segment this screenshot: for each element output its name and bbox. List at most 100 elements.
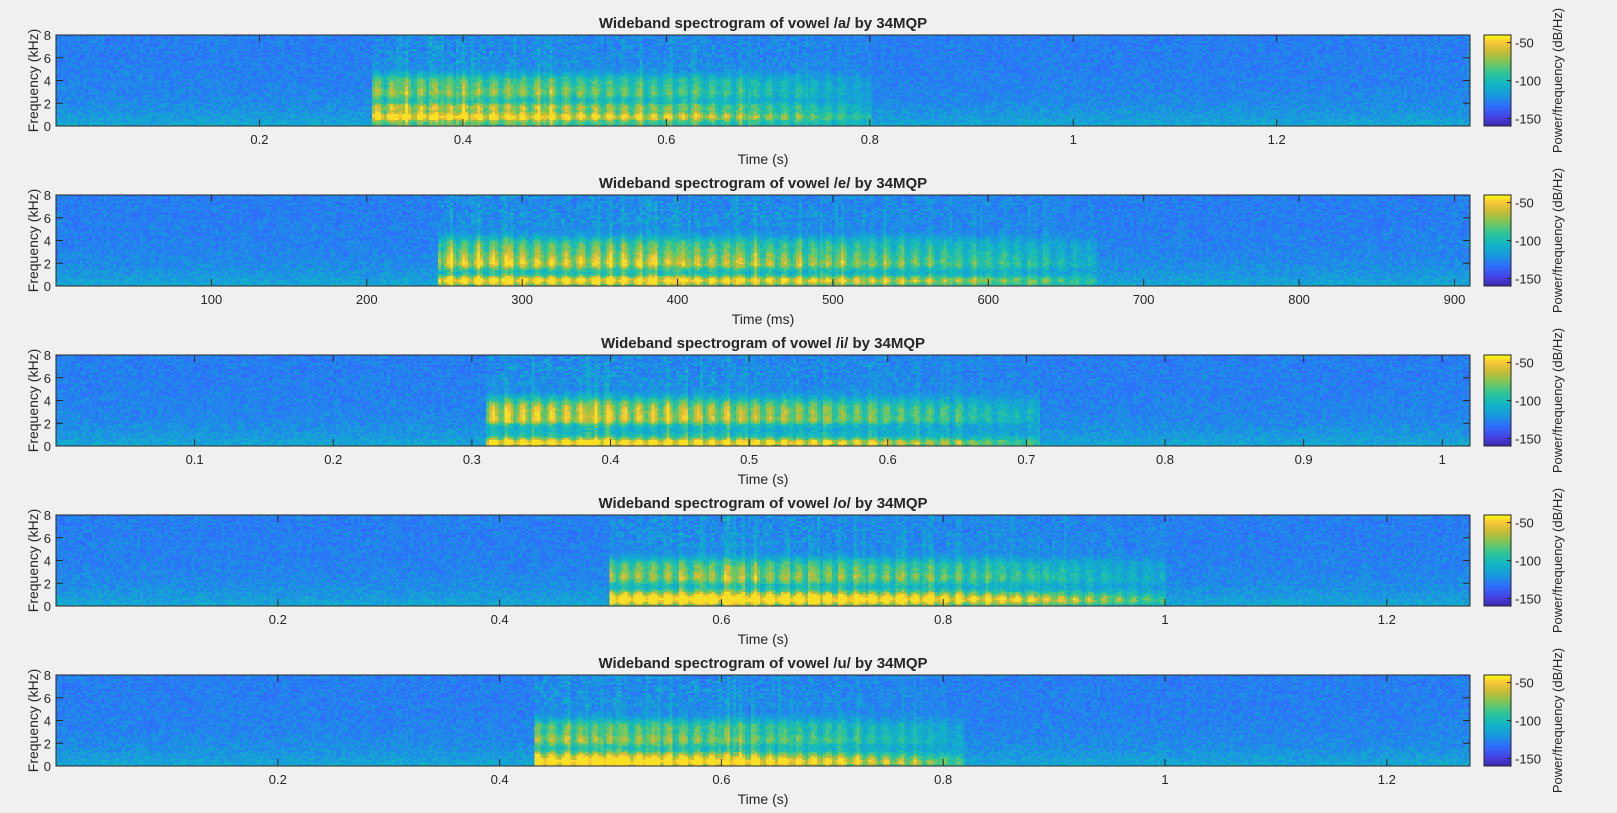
x-tick-label: 0.4 bbox=[454, 132, 472, 147]
y-tick-label: 0 bbox=[44, 439, 51, 454]
chart-title: Wideband spectrogram of vowel /a/ by 34M… bbox=[599, 15, 927, 32]
y-axis-label: Frequency (kHz) bbox=[25, 189, 41, 292]
y-tick-label: 2 bbox=[44, 736, 51, 751]
y-tick-label: 8 bbox=[44, 348, 51, 363]
colorbar: -150 -100 -50 Power/frequency (dB/Hz) bbox=[1483, 328, 1565, 473]
colorbar-gradient bbox=[1483, 34, 1512, 127]
y-tick-label: 4 bbox=[44, 714, 51, 729]
x-tick-label: 0.9 bbox=[1295, 452, 1313, 467]
colorbar: -150 -100 -50 Power/frequency (dB/Hz) bbox=[1483, 8, 1565, 153]
x-tick-label: 0.6 bbox=[712, 612, 730, 627]
colorbar-label: Power/frequency (dB/Hz) bbox=[1550, 328, 1565, 473]
x-tick-label: 0.8 bbox=[1156, 452, 1174, 467]
x-axis-label: Time (s) bbox=[738, 791, 789, 807]
y-tick-label: 0 bbox=[44, 279, 51, 294]
x-tick-label: 0.7 bbox=[1017, 452, 1035, 467]
colorbar-tick-label: -50 bbox=[1515, 676, 1534, 691]
x-tick-label: 900 bbox=[1444, 292, 1466, 307]
colorbar-tick-label: -50 bbox=[1515, 36, 1534, 51]
x-tick-label: 0.8 bbox=[861, 132, 879, 147]
y-tick-label: 8 bbox=[44, 28, 51, 43]
colorbar-tick-label: -100 bbox=[1515, 234, 1541, 249]
spectrogram-panel-4: Wideband spectrogram of vowel /u/ by 34M… bbox=[25, 648, 1565, 807]
x-tick-label: 1.2 bbox=[1378, 772, 1396, 787]
y-tick-label: 2 bbox=[44, 416, 51, 431]
colorbar-gradient bbox=[1483, 354, 1512, 447]
y-tick-label: 0 bbox=[44, 119, 51, 134]
x-tick-label: 100 bbox=[201, 292, 223, 307]
x-tick-label: 0.6 bbox=[657, 132, 675, 147]
x-tick-label: 0.3 bbox=[463, 452, 481, 467]
y-tick-label: 4 bbox=[44, 554, 51, 569]
colorbar-tick-label: -100 bbox=[1515, 394, 1541, 409]
colorbar-label: Power/frequency (dB/Hz) bbox=[1550, 488, 1565, 633]
x-tick-label: 1 bbox=[1439, 452, 1446, 467]
y-axis-label: Frequency (kHz) bbox=[25, 669, 41, 772]
x-axis-label: Time (ms) bbox=[732, 311, 794, 327]
colorbar-tick-label: -100 bbox=[1515, 714, 1541, 729]
y-tick-label: 6 bbox=[44, 531, 51, 546]
y-tick-label: 8 bbox=[44, 508, 51, 523]
x-tick-label: 700 bbox=[1133, 292, 1155, 307]
x-tick-label: 1.2 bbox=[1268, 132, 1286, 147]
y-tick-label: 0 bbox=[44, 759, 51, 774]
x-tick-label: 800 bbox=[1288, 292, 1310, 307]
x-tick-label: 500 bbox=[822, 292, 844, 307]
x-tick-label: 0.6 bbox=[712, 772, 730, 787]
colorbar-label: Power/frequency (dB/Hz) bbox=[1550, 648, 1565, 793]
x-tick-label: 0.4 bbox=[601, 452, 619, 467]
x-tick-label: 600 bbox=[977, 292, 999, 307]
x-tick-label: 0.2 bbox=[269, 612, 287, 627]
x-axis-label: Time (s) bbox=[738, 151, 789, 167]
y-tick-label: 6 bbox=[44, 371, 51, 386]
x-tick-label: 400 bbox=[667, 292, 689, 307]
colorbar-gradient bbox=[1483, 674, 1512, 767]
x-tick-label: 0.2 bbox=[269, 772, 287, 787]
x-tick-label: 0.8 bbox=[934, 612, 952, 627]
colorbar-gradient bbox=[1483, 194, 1512, 287]
colorbar-tick-label: -50 bbox=[1515, 196, 1534, 211]
x-tick-label: 1 bbox=[1070, 132, 1077, 147]
colorbar-label: Power/frequency (dB/Hz) bbox=[1550, 168, 1565, 313]
y-tick-label: 8 bbox=[44, 668, 51, 683]
y-tick-label: 6 bbox=[44, 691, 51, 706]
y-tick-label: 6 bbox=[44, 211, 51, 226]
colorbar-label: Power/frequency (dB/Hz) bbox=[1550, 8, 1565, 153]
chart-title: Wideband spectrogram of vowel /i/ by 34M… bbox=[601, 335, 925, 352]
x-tick-label: 0.6 bbox=[879, 452, 897, 467]
y-tick-label: 4 bbox=[44, 74, 51, 89]
y-tick-label: 0 bbox=[44, 599, 51, 614]
spectrogram-heatmap bbox=[56, 675, 1470, 766]
x-tick-label: 0.2 bbox=[324, 452, 342, 467]
spectrogram-heatmap bbox=[56, 35, 1470, 126]
y-tick-label: 4 bbox=[44, 394, 51, 409]
y-axis-label: Frequency (kHz) bbox=[25, 29, 41, 132]
colorbar: -150 -100 -50 Power/frequency (dB/Hz) bbox=[1483, 168, 1565, 313]
y-axis-label: Frequency (kHz) bbox=[25, 349, 41, 452]
x-tick-label: 0.5 bbox=[740, 452, 758, 467]
y-tick-label: 8 bbox=[44, 188, 51, 203]
y-tick-label: 6 bbox=[44, 51, 51, 66]
spectrogram-heatmap bbox=[56, 195, 1470, 286]
colorbar-tick-label: -100 bbox=[1515, 554, 1541, 569]
colorbar-tick-label: -100 bbox=[1515, 74, 1541, 89]
x-tick-label: 0.4 bbox=[491, 612, 509, 627]
spectrogram-panel-2: Wideband spectrogram of vowel /i/ by 34M… bbox=[25, 328, 1565, 487]
chart-title: Wideband spectrogram of vowel /o/ by 34M… bbox=[598, 495, 927, 512]
colorbar-tick-label: -50 bbox=[1515, 516, 1534, 531]
colorbar-tick-label: -150 bbox=[1515, 591, 1541, 606]
y-tick-label: 2 bbox=[44, 96, 51, 111]
colorbar-tick-label: -150 bbox=[1515, 751, 1541, 766]
colorbar: -150 -100 -50 Power/frequency (dB/Hz) bbox=[1483, 488, 1565, 633]
x-tick-label: 0.2 bbox=[250, 132, 268, 147]
x-tick-label: 0.1 bbox=[186, 452, 204, 467]
y-axis-label: Frequency (kHz) bbox=[25, 509, 41, 612]
x-axis-label: Time (s) bbox=[738, 471, 789, 487]
x-axis-label: Time (s) bbox=[738, 631, 789, 647]
spectrogram-panel-0: Wideband spectrogram of vowel /a/ by 34M… bbox=[25, 8, 1565, 167]
colorbar-gradient bbox=[1483, 514, 1512, 607]
colorbar-tick-label: -150 bbox=[1515, 431, 1541, 446]
x-tick-label: 300 bbox=[511, 292, 533, 307]
colorbar-tick-label: -150 bbox=[1515, 111, 1541, 126]
